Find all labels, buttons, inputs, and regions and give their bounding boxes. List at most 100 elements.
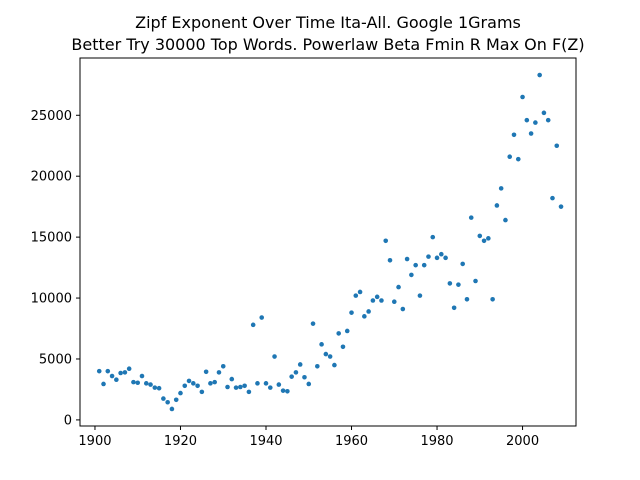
data-point: [195, 383, 200, 389]
data-point: [118, 370, 123, 376]
data-point: [430, 234, 436, 240]
data-point: [199, 389, 205, 395]
data-point: [417, 293, 423, 298]
data-point: [114, 377, 119, 383]
data-point: [486, 236, 491, 241]
data-point: [285, 388, 290, 394]
x-tick-label: 1900: [78, 434, 111, 449]
data-point: [105, 368, 111, 374]
data-point: [400, 306, 406, 312]
data-point: [391, 299, 397, 305]
y-tick-label: 20000: [31, 170, 72, 185]
data-point: [101, 381, 106, 387]
data-point: [276, 382, 282, 387]
data-point: [498, 186, 504, 191]
data-point: [490, 296, 495, 302]
data-point: [212, 379, 217, 385]
data-point: [332, 362, 337, 368]
data-point: [169, 406, 175, 412]
data-point: [481, 238, 487, 244]
x-tick-label: 1940: [249, 434, 282, 449]
data-point: [349, 310, 354, 315]
x-tick-label: 1960: [335, 434, 368, 449]
data-point: [451, 305, 457, 311]
data-point: [473, 278, 478, 284]
data-point: [362, 314, 367, 319]
data-point: [443, 255, 448, 261]
data-point: [135, 380, 141, 386]
data-point: [302, 374, 307, 380]
data-point: [524, 117, 530, 123]
data-point: [122, 370, 128, 375]
data-point: [297, 362, 303, 367]
data-point: [208, 381, 213, 386]
data-point: [186, 378, 192, 384]
data-point: [315, 363, 320, 369]
data-point: [464, 296, 470, 302]
axes: 1900 1920 1940 1960 1980 20000500010000150002…: [31, 57, 577, 449]
data-point: [96, 368, 102, 374]
data-point: [272, 354, 277, 359]
y-tick-label: 5000: [39, 352, 72, 367]
data-point: [447, 281, 453, 286]
plot-frame: [79, 57, 577, 427]
data-point: [131, 379, 136, 385]
data-point: [558, 204, 564, 209]
data-point: [293, 370, 299, 375]
data-point: [533, 120, 538, 125]
y-tick-label: 10000: [31, 292, 72, 307]
data-point: [143, 381, 149, 386]
data-point: [456, 282, 461, 287]
data-point: [152, 385, 158, 390]
data-point: [173, 397, 179, 403]
data-point: [182, 383, 188, 389]
data-point: [507, 154, 513, 159]
data-point: [156, 385, 162, 391]
data-point: [263, 381, 269, 386]
data-point: [165, 399, 170, 405]
data-point: [340, 344, 346, 350]
data-point: [220, 363, 226, 369]
data-point: [374, 294, 380, 300]
data-point: [216, 370, 222, 375]
data-point: [383, 238, 389, 244]
data-point: [541, 110, 547, 116]
data-point: [109, 373, 115, 379]
data-point: [550, 195, 555, 201]
data-point: [246, 389, 252, 395]
data-point: [267, 385, 273, 390]
data-point: [370, 298, 376, 303]
data-point: [139, 373, 145, 379]
x-tick-label: 1920: [164, 434, 197, 449]
data-point: [520, 94, 525, 100]
data-point: [396, 284, 401, 290]
data-point: [434, 255, 440, 261]
data-point: [511, 132, 517, 138]
data-point: [126, 366, 132, 372]
data-point: [515, 156, 521, 162]
data-point: [178, 390, 183, 396]
data-point: [344, 328, 350, 334]
x-tick-label: 1980: [420, 434, 453, 449]
data-point: [366, 309, 371, 314]
data-point: [323, 351, 329, 357]
data-point: [353, 293, 359, 298]
data-point: [494, 203, 500, 208]
data-point: [439, 251, 444, 257]
data-points: [96, 72, 564, 412]
data-point: [336, 331, 341, 336]
data-point: [250, 322, 256, 328]
data-point: [379, 298, 384, 303]
data-point: [161, 396, 166, 401]
data-point: [203, 369, 209, 375]
data-point: [387, 257, 393, 263]
data-point: [421, 262, 427, 268]
data-point: [503, 217, 508, 223]
data-point: [413, 262, 418, 268]
data-point: [242, 383, 247, 389]
data-point: [468, 215, 474, 220]
data-point: [289, 374, 294, 379]
data-point: [460, 261, 465, 267]
x-tick-label: 2000: [506, 434, 539, 449]
